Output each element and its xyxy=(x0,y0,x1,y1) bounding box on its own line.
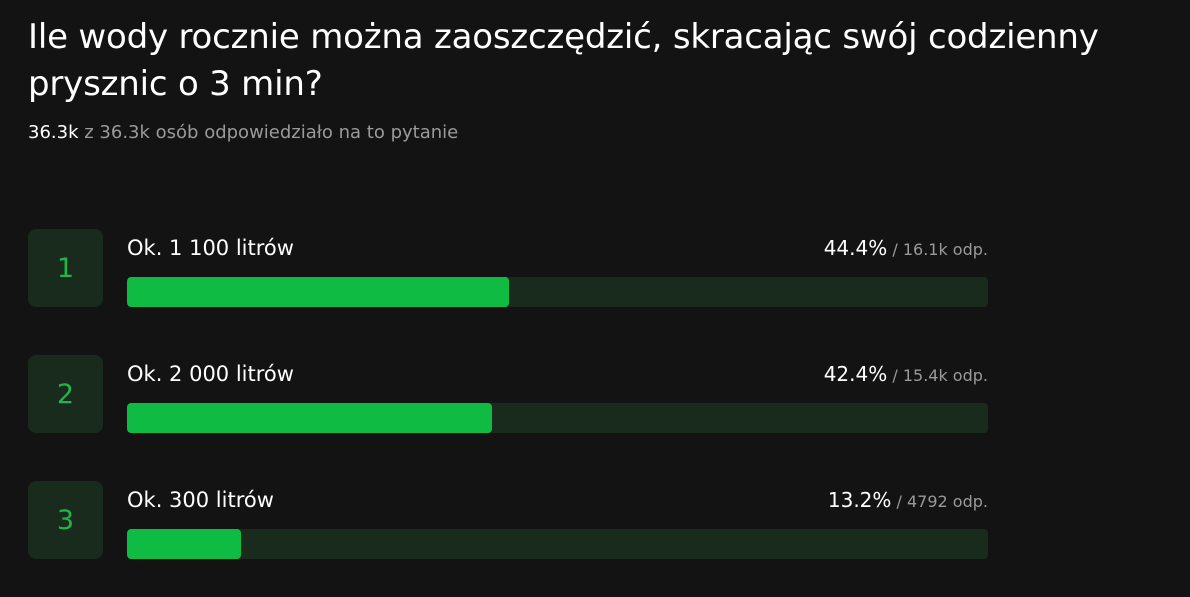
poll-options: 1 Ok. 1 100 litrów 44.4% / 16.1k odp. 2 … xyxy=(28,229,988,559)
stats-separator: / xyxy=(892,366,898,385)
answered-count: 36.3k xyxy=(28,122,79,143)
progress-fill xyxy=(127,403,493,433)
option-stats: 13.2% / 4792 odp. xyxy=(828,486,988,516)
stats-separator: / xyxy=(896,492,902,511)
option-count: 16.1k odp. xyxy=(902,240,988,259)
progress-track xyxy=(127,277,988,307)
responses-text: z 36.3k osób odpowiedziało na to pytanie xyxy=(84,122,459,143)
option-number-badge: 3 xyxy=(28,481,103,559)
option-label: Ok. 300 litrów xyxy=(127,488,274,512)
option-number-badge: 1 xyxy=(28,229,103,307)
progress-fill xyxy=(127,529,241,559)
responses-summary: 36.3k z 36.3k osób odpowiedziało na to p… xyxy=(28,121,458,145)
option-count: 4792 odp. xyxy=(907,492,988,511)
option-percent: 42.4% xyxy=(823,362,888,386)
poll-option-1[interactable]: 1 Ok. 1 100 litrów 44.4% / 16.1k odp. xyxy=(28,229,988,307)
question-title: Ile wody rocznie można zaoszczędzić, skr… xyxy=(28,17,1099,104)
option-label: Ok. 1 100 litrów xyxy=(127,236,294,260)
option-label: Ok. 2 000 litrów xyxy=(127,362,294,386)
stats-separator: / xyxy=(892,240,898,259)
option-number-badge: 2 xyxy=(28,355,103,433)
progress-fill xyxy=(127,277,510,307)
option-percent: 44.4% xyxy=(823,236,888,260)
option-count: 15.4k odp. xyxy=(902,366,988,385)
option-stats: 44.4% / 16.1k odp. xyxy=(824,234,988,264)
option-percent: 13.2% xyxy=(827,488,892,512)
progress-track xyxy=(127,529,988,559)
poll-option-2[interactable]: 2 Ok. 2 000 litrów 42.4% / 15.4k odp. xyxy=(28,355,988,433)
option-stats: 42.4% / 15.4k odp. xyxy=(824,360,988,390)
poll-option-3[interactable]: 3 Ok. 300 litrów 13.2% / 4792 odp. xyxy=(28,481,988,559)
progress-track xyxy=(127,403,988,433)
